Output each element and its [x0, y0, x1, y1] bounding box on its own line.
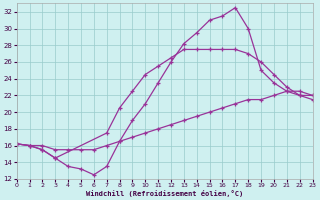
X-axis label: Windchill (Refroidissement éolien,°C): Windchill (Refroidissement éolien,°C) [86, 190, 243, 197]
